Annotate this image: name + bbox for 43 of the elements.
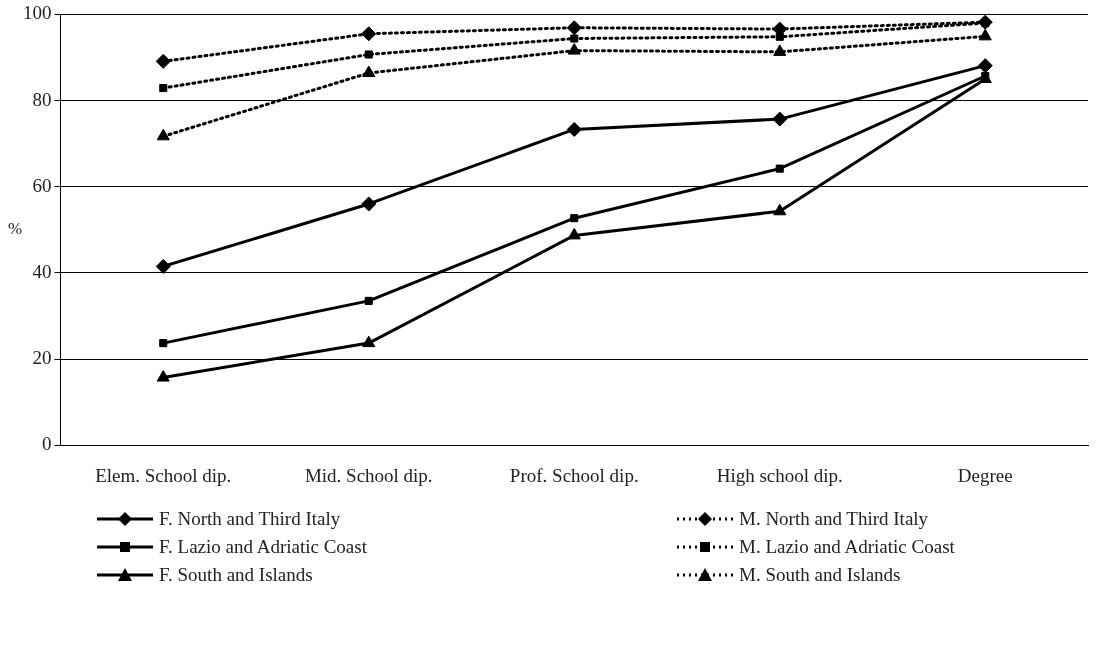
- y-axis-title: %: [8, 219, 23, 239]
- y-tick-label: 20: [32, 347, 52, 369]
- point: [775, 164, 784, 173]
- point: [566, 20, 582, 36]
- point: [364, 50, 373, 59]
- x-tick-label: Degree: [957, 464, 1013, 486]
- point: [156, 128, 170, 141]
- point: [977, 14, 993, 30]
- point: [362, 65, 376, 77]
- point: [978, 28, 992, 41]
- point: [362, 335, 376, 348]
- point: [159, 339, 168, 348]
- y-tick-label: 60: [32, 174, 52, 196]
- point: [156, 370, 170, 382]
- point: [155, 258, 171, 274]
- point: [155, 53, 171, 69]
- legend-label: F. South and Islands: [159, 564, 313, 586]
- point: [772, 111, 788, 127]
- point: [773, 203, 787, 216]
- x-tick-label: High school dip.: [716, 464, 843, 486]
- point: [570, 34, 579, 43]
- legend-label: M. South and Islands: [739, 564, 901, 586]
- x-tick-label: Mid. School dip.: [304, 464, 433, 486]
- legend-label: F. North and Third Italy: [159, 508, 341, 530]
- y-tick-label: 80: [32, 88, 52, 110]
- point: [570, 214, 579, 223]
- point: [567, 227, 581, 240]
- y-tick-label: 40: [32, 260, 52, 282]
- legend-label: M. Lazio and Adriatic Coast: [739, 536, 955, 558]
- point: [566, 121, 582, 137]
- x-tick-label: Prof. School dip.: [509, 464, 639, 486]
- point: [773, 44, 787, 56]
- y-tick-label: 100: [23, 2, 52, 24]
- point: [567, 43, 581, 55]
- legend-label: M. North and Third Italy: [739, 508, 929, 530]
- x-tick-label: Elem. School dip.: [95, 464, 232, 486]
- point: [361, 26, 377, 42]
- point: [159, 84, 168, 93]
- point: [977, 58, 993, 74]
- point: [361, 196, 377, 212]
- legend-label: F. Lazio and Adriatic Coast: [159, 536, 367, 558]
- point: [364, 296, 373, 305]
- y-tick-label: 0: [42, 433, 52, 455]
